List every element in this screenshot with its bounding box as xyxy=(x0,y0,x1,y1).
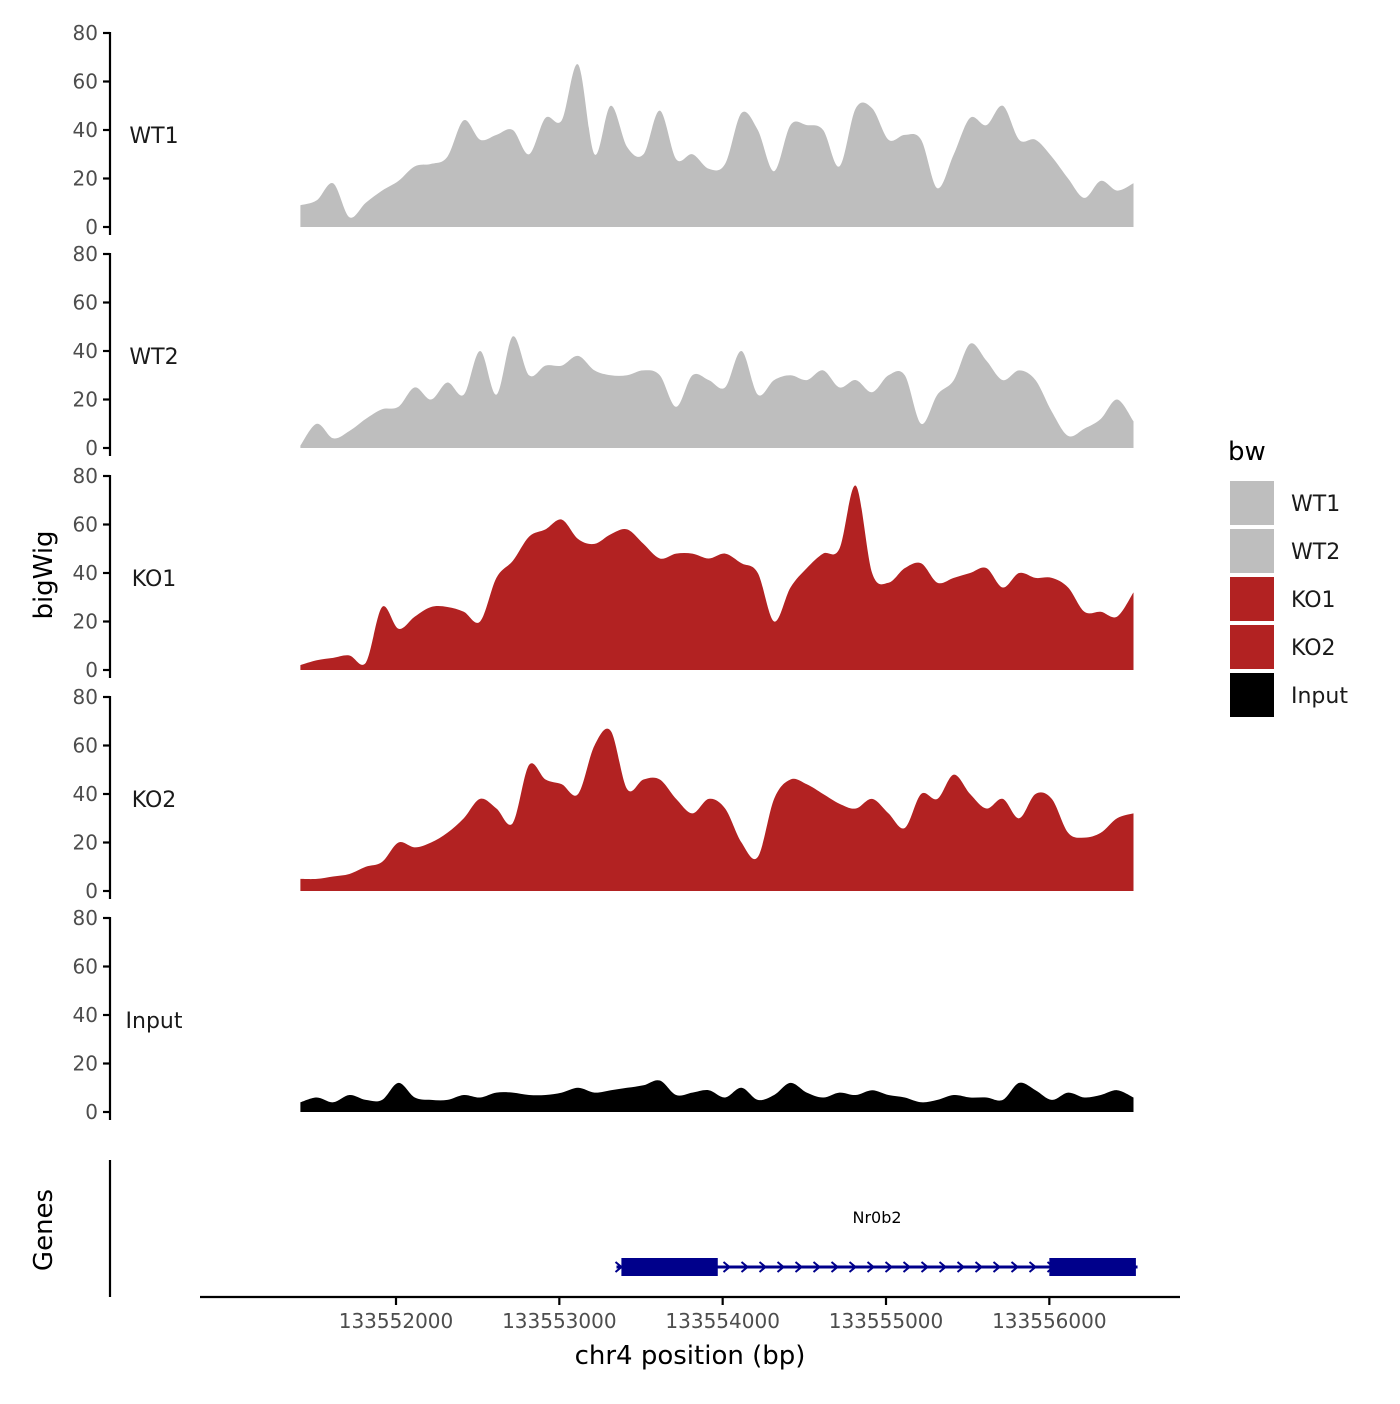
signal-area-wt1 xyxy=(300,64,1134,227)
strand-arrow xyxy=(1028,1261,1038,1273)
y-tick-label: 60 xyxy=(73,734,98,758)
y-tick-label: 80 xyxy=(73,242,98,266)
strand-arrow xyxy=(884,1261,894,1273)
track-ko1: 0 20 40 60 80 KO1 xyxy=(73,464,1134,682)
legend-title: bw xyxy=(1228,437,1266,467)
x-tick-label: 133553000 xyxy=(502,1309,617,1333)
track-ko2: 0 20 40 60 80 KO2 xyxy=(73,685,1134,903)
strand-arrow xyxy=(776,1261,786,1273)
x-tick-label: 133556000 xyxy=(992,1309,1107,1333)
track-label-wt1: WT1 xyxy=(129,124,178,149)
legend-key-input xyxy=(1230,673,1274,717)
strand-arrow xyxy=(740,1261,750,1273)
y-tick-label: 40 xyxy=(73,561,98,585)
gene-name-label: Nr0b2 xyxy=(852,1208,901,1227)
y-tick-label: 20 xyxy=(73,388,98,412)
strand-arrow xyxy=(758,1261,768,1273)
legend-key-ko1 xyxy=(1230,577,1274,621)
signal-tracks: 0 20 40 60 80 WT1 0 20 40 60 80 WT2 0 20 40 60 80 KO1 0 20 4… xyxy=(73,21,1134,1124)
y-axis-title: bigWig xyxy=(29,530,59,619)
track-wt2: 0 20 40 60 80 WT2 xyxy=(73,242,1134,460)
legend-label-input: Input xyxy=(1291,684,1348,709)
y-tick-label: 20 xyxy=(73,1052,98,1076)
y-tick-label: 80 xyxy=(73,906,98,930)
legend-label-wt1: WT1 xyxy=(1291,492,1340,517)
legend-key-ko2 xyxy=(1230,625,1274,669)
x-tick-label: 133552000 xyxy=(339,1309,454,1333)
strand-arrow xyxy=(902,1261,912,1273)
y-tick-label: 0 xyxy=(85,879,98,903)
strand-arrow xyxy=(812,1261,822,1273)
strand-arrow xyxy=(794,1261,804,1273)
x-tick-label: 133554000 xyxy=(665,1309,780,1333)
y-tick-label: 60 xyxy=(73,955,98,979)
legend-key-wt2 xyxy=(1230,529,1274,573)
strand-arrow xyxy=(974,1261,984,1273)
signal-area-ko2 xyxy=(300,728,1134,891)
y-tick-label: 60 xyxy=(73,70,98,94)
strand-arrow xyxy=(830,1261,840,1273)
gene-track: Nr0b2 xyxy=(108,1160,1138,1297)
strand-arrow xyxy=(956,1261,966,1273)
genes-axis-title: Genes xyxy=(29,1189,59,1271)
y-tick-label: 60 xyxy=(73,291,98,315)
track-label-input: Input xyxy=(126,1009,183,1034)
legend-label-wt2: WT2 xyxy=(1291,540,1340,565)
y-tick-label: 80 xyxy=(73,464,98,488)
x-axis-title: chr4 position (bp) xyxy=(575,1341,806,1371)
signal-area-ko1 xyxy=(300,485,1134,670)
y-tick-label: 20 xyxy=(73,831,98,855)
x-axis: 133552000 133553000 133554000 133555000 1335… xyxy=(200,1295,1180,1333)
track-label-ko2: KO2 xyxy=(132,788,177,813)
strand-arrow xyxy=(938,1261,948,1273)
strand-arrow xyxy=(722,1261,732,1273)
strand-arrow xyxy=(848,1261,858,1273)
y-tick-label: 20 xyxy=(73,610,98,634)
y-tick-label: 40 xyxy=(73,118,98,142)
signal-area-input xyxy=(300,1080,1134,1112)
strand-arrow xyxy=(866,1261,876,1273)
strand-arrow xyxy=(920,1261,930,1273)
legend-key-wt1 xyxy=(1230,481,1274,525)
gene-exon xyxy=(1049,1258,1136,1276)
y-tick-label: 0 xyxy=(85,658,98,682)
strand-arrow xyxy=(992,1261,1002,1273)
y-tick-label: 80 xyxy=(73,21,98,45)
y-tick-label: 60 xyxy=(73,513,98,537)
y-tick-label: 80 xyxy=(73,685,98,709)
y-tick-label: 20 xyxy=(73,167,98,191)
strand-arrow xyxy=(1010,1261,1020,1273)
legend: bw WT1 WT2 KO1 KO2 Input xyxy=(1228,437,1348,717)
x-tick-label: 133555000 xyxy=(829,1309,944,1333)
signal-area-wt2 xyxy=(300,336,1134,448)
y-tick-label: 40 xyxy=(73,782,98,806)
gene-exon xyxy=(621,1258,718,1276)
track-wt1: 0 20 40 60 80 WT1 xyxy=(73,21,1134,239)
y-tick-label: 40 xyxy=(73,339,98,363)
legend-label-ko1: KO1 xyxy=(1291,588,1336,613)
track-label-wt2: WT2 xyxy=(129,345,178,370)
y-tick-label: 40 xyxy=(73,1003,98,1027)
y-tick-label: 0 xyxy=(85,436,98,460)
track-input: 0 20 40 60 80 Input xyxy=(73,906,1134,1124)
y-tick-label: 0 xyxy=(85,215,98,239)
legend-label-ko2: KO2 xyxy=(1291,636,1336,661)
track-label-ko1: KO1 xyxy=(132,567,177,592)
y-tick-label: 0 xyxy=(85,1100,98,1124)
